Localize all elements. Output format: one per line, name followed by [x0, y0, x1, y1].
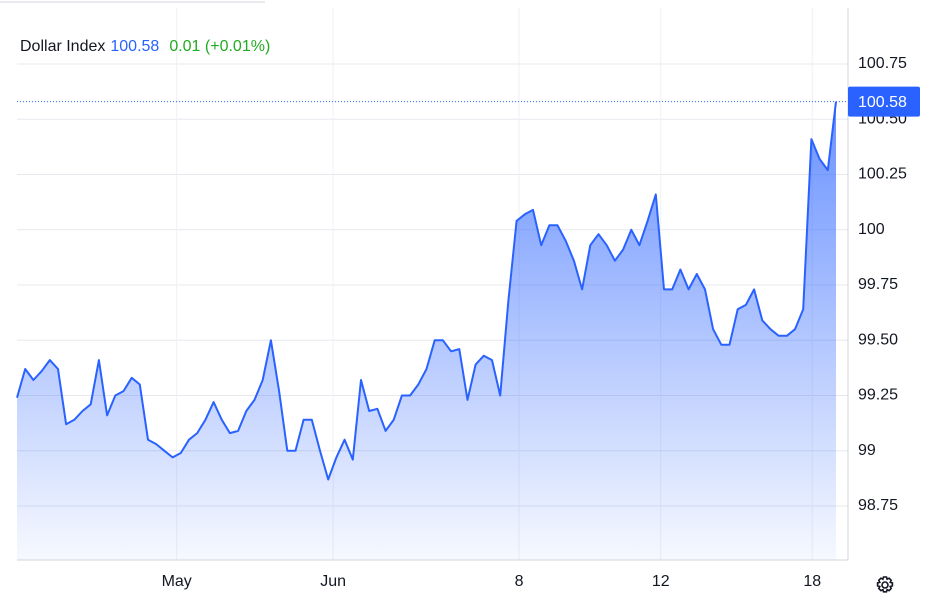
axes: 98.759999.2599.5099.75100100.25100.50100… [162, 55, 920, 590]
x-tick-label: 18 [803, 573, 821, 590]
last-price-badge [848, 86, 920, 117]
x-tick-label: Jun [320, 573, 346, 590]
y-tick-label: 99.50 [858, 331, 898, 348]
x-tick-label: May [162, 573, 192, 590]
y-tick-label: 99 [858, 442, 876, 459]
y-tick-label: 100.25 [858, 166, 907, 183]
price-line [16, 101, 837, 481]
last-price-badge-label: 100.58 [858, 94, 907, 111]
y-tick-label: 99.75 [858, 276, 898, 293]
legend: Dollar Index 100.58 0.01 (+0.01%) [20, 38, 270, 55]
y-tick-label: 98.75 [858, 497, 898, 514]
x-tick-label: 8 [515, 573, 524, 590]
plot [16, 101, 848, 560]
y-tick-label: 100 [858, 221, 885, 238]
settings-icon[interactable] [876, 576, 894, 593]
last-price: 100.58 [110, 38, 159, 55]
price-change: 0.01 (+0.01%) [169, 38, 270, 55]
symbol-name: Dollar Index [20, 38, 105, 55]
area-fill [17, 101, 836, 560]
y-tick-label: 99.25 [858, 387, 898, 404]
x-tick-label: 12 [652, 573, 670, 590]
y-tick-label: 100.75 [858, 55, 907, 72]
